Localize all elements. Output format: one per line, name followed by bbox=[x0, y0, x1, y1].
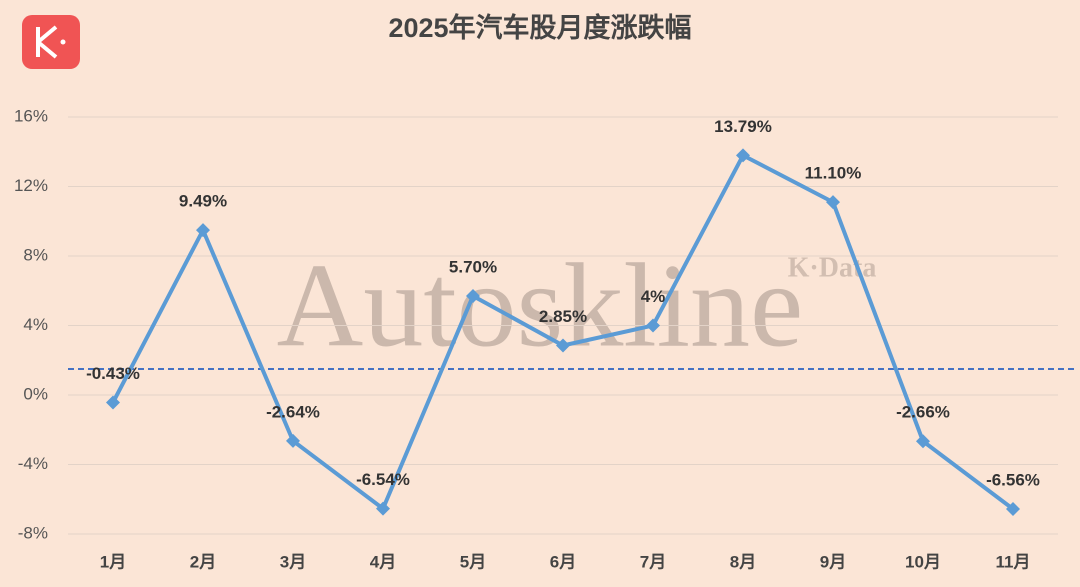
value-label: -6.56% bbox=[986, 470, 1040, 489]
y-tick-label: 4% bbox=[23, 315, 48, 334]
marker bbox=[466, 288, 480, 303]
marker bbox=[1006, 501, 1020, 516]
watermark: Autoskline bbox=[277, 239, 804, 372]
y-tick-label: 12% bbox=[14, 176, 48, 195]
value-label: 13.79% bbox=[714, 117, 772, 136]
value-label: 9.49% bbox=[179, 192, 227, 211]
marker bbox=[826, 195, 840, 210]
x-tick-label: 9月 bbox=[820, 552, 846, 571]
x-tick-label: 7月 bbox=[640, 552, 666, 571]
x-tick-label: 2月 bbox=[190, 552, 216, 571]
y-tick-label: 8% bbox=[23, 245, 48, 264]
logo-dot bbox=[60, 39, 66, 45]
marker bbox=[106, 395, 120, 410]
y-tick-label: -4% bbox=[18, 454, 48, 473]
value-label: -0.43% bbox=[86, 364, 140, 383]
marker bbox=[376, 501, 390, 516]
marker bbox=[736, 148, 750, 163]
x-tick-label: 10月 bbox=[905, 552, 941, 571]
logo bbox=[22, 15, 80, 69]
chart-title: 2025年汽车股月度涨跌幅 bbox=[388, 12, 691, 43]
marker bbox=[646, 318, 660, 333]
value-label: 4% bbox=[641, 287, 666, 306]
value-label: 2.85% bbox=[539, 307, 587, 326]
value-label: 5.70% bbox=[449, 257, 497, 276]
x-tick-label: 4月 bbox=[370, 552, 396, 571]
x-tick-label: 5月 bbox=[460, 552, 486, 571]
value-label: -2.64% bbox=[266, 402, 320, 421]
value-label: -6.54% bbox=[356, 470, 410, 489]
value-label: -2.66% bbox=[896, 403, 950, 422]
marker bbox=[286, 433, 300, 448]
marker bbox=[556, 338, 570, 353]
y-tick-label: -8% bbox=[18, 523, 48, 542]
x-tick-label: 6月 bbox=[550, 552, 576, 571]
x-tick-label: 11月 bbox=[996, 552, 1031, 571]
marker bbox=[196, 223, 210, 238]
value-label: 11.10% bbox=[805, 164, 862, 183]
x-tick-label: 1月 bbox=[100, 552, 126, 571]
marker bbox=[916, 434, 930, 449]
logo-bg bbox=[22, 15, 80, 69]
y-tick-label: 16% bbox=[14, 106, 48, 125]
y-tick-label: 0% bbox=[23, 384, 48, 403]
x-tick-label: 8月 bbox=[730, 552, 756, 571]
x-tick-label: 3月 bbox=[280, 552, 306, 571]
logo-k bbox=[36, 25, 58, 59]
